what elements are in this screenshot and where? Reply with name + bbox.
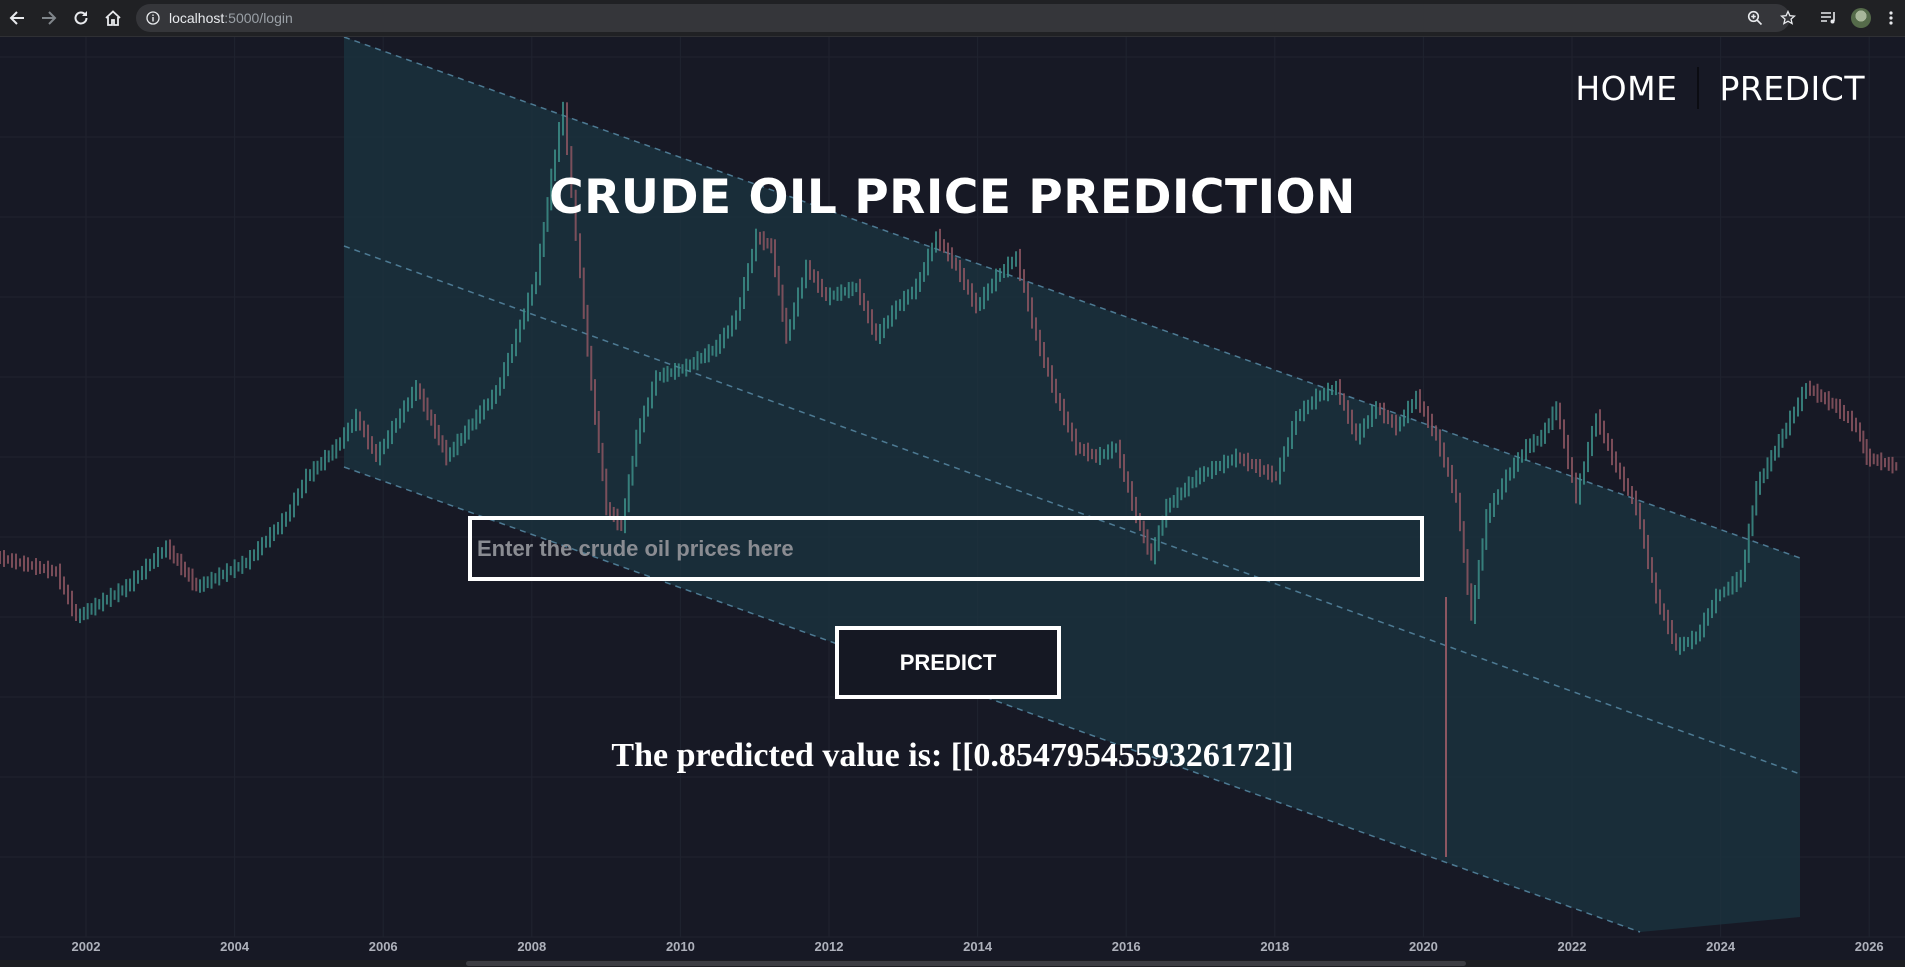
- horizontal-scrollbar[interactable]: [0, 960, 1905, 967]
- forward-arrow-icon[interactable]: [38, 7, 60, 29]
- x-tick-label: 2010: [666, 939, 695, 954]
- crude-oil-prices-input[interactable]: [468, 516, 1424, 581]
- url-path: :5000/login: [224, 10, 293, 26]
- page-content: 2002 2004 2006 2008 2010 2012 2014 2016 2018 2020…: [0, 37, 1905, 967]
- x-tick-label: 2016: [1112, 939, 1141, 954]
- url-host: localhost: [169, 10, 225, 26]
- nav-home-link[interactable]: HOME: [1575, 68, 1678, 108]
- channel-bottom-line: [343, 466, 1641, 933]
- x-tick-label: 2006: [369, 939, 398, 954]
- page-title: CRUDE OIL PRICE PREDICTION: [549, 170, 1356, 225]
- x-tick-label: 2008: [517, 939, 546, 954]
- star-icon[interactable]: [1777, 7, 1799, 29]
- price-candles: [0, 101, 1898, 857]
- channel-band: [344, 37, 1800, 932]
- x-tick-label: 2022: [1558, 939, 1587, 954]
- x-tick-label: 2002: [72, 939, 101, 954]
- x-tick-label: 2014: [963, 939, 993, 954]
- media-icon[interactable]: [1818, 7, 1840, 29]
- x-tick-label: 2012: [815, 939, 844, 954]
- channel-top-line: [343, 37, 1801, 559]
- address-bar[interactable]: localhost:5000/login: [136, 4, 1790, 32]
- top-nav: HOME PREDICT: [1575, 67, 1865, 109]
- predict-button[interactable]: PREDICT: [835, 626, 1061, 699]
- background-chart: 2002 2004 2006 2008 2010 2012 2014 2016 2018 2020…: [0, 37, 1905, 954]
- profile-avatar[interactable]: [1850, 7, 1872, 29]
- info-icon[interactable]: [146, 11, 160, 30]
- x-axis: 2002 2004 2006 2008 2010 2012 2014 2016 2018 2020…: [72, 939, 1884, 954]
- x-tick-label: 2018: [1260, 939, 1289, 954]
- more-icon[interactable]: [1880, 7, 1902, 29]
- x-tick-label: 2026: [1855, 939, 1884, 954]
- nav-predict-link[interactable]: PREDICT: [1719, 68, 1865, 108]
- scrollbar-thumb[interactable]: [466, 961, 1466, 966]
- x-tick-label: 2020: [1409, 939, 1438, 954]
- zoom-icon[interactable]: [1744, 7, 1766, 29]
- x-tick-label: 2024: [1706, 939, 1736, 954]
- home-icon[interactable]: [102, 7, 124, 29]
- browser-toolbar: localhost:5000/login: [0, 0, 1905, 37]
- x-tick-label: 2004: [220, 939, 250, 954]
- url-text: localhost:5000/login: [169, 10, 293, 26]
- nav-separator: [1697, 67, 1700, 109]
- prediction-result: The predicted value is: [[0.854795455932…: [611, 737, 1294, 774]
- reload-icon[interactable]: [70, 7, 92, 29]
- back-arrow-icon[interactable]: [6, 7, 28, 29]
